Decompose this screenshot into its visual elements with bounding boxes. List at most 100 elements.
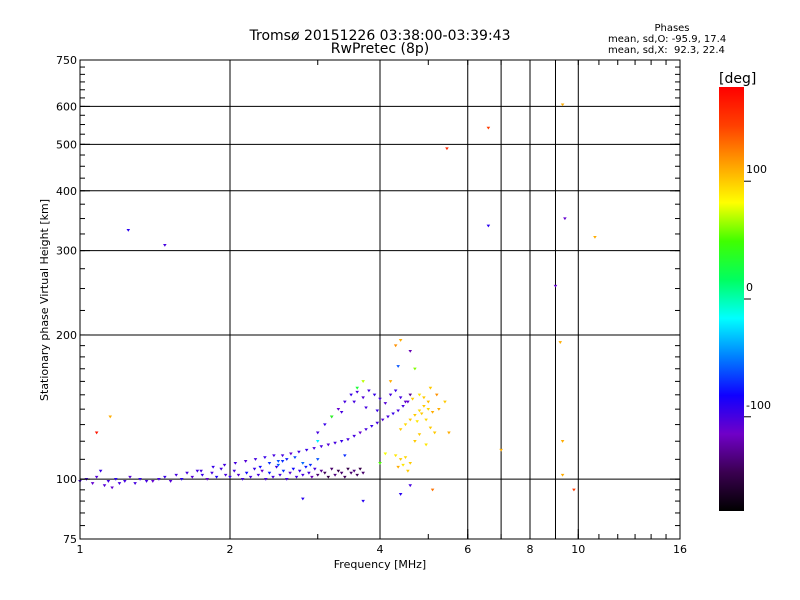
echo-point [417,433,422,437]
colorbar-label: [deg] [719,71,756,87]
echo-point [398,458,403,461]
x-tick-label: 10 [571,543,585,556]
echo-point [364,428,368,432]
echo-point [572,488,576,492]
echo-point [361,471,365,475]
echo-point [333,441,337,445]
echo-point [168,480,173,483]
echo-point [486,126,491,130]
echo-point [319,445,324,449]
y-axis: 75 100 200 300 400 500 600 750 [56,54,680,546]
echo-point [560,440,565,443]
echo-point [232,469,237,473]
echo-point [304,448,309,452]
echo-point [280,460,285,463]
echo-point [553,284,558,288]
echo-point [210,471,214,475]
echo-point [297,469,302,473]
echo-point [94,431,99,435]
echo-point [240,477,245,481]
echo-point [174,473,179,477]
echo-point [352,434,356,438]
echo-point [272,454,276,458]
phases-mean-x: mean, sd,X: 92.3, 22.4 [608,45,725,56]
echo-point [307,471,311,475]
echo-point [319,469,324,473]
echo-point [284,477,289,481]
echo-point [422,405,426,408]
echo-point [396,365,400,368]
echo-point [315,473,320,477]
echo-point [288,471,292,475]
echo-point [294,475,299,479]
echo-point [190,475,195,479]
echo-point [383,452,388,456]
echo-point [244,471,249,475]
echo-point [355,390,359,394]
echo-point [248,475,253,479]
echo-point [126,228,131,232]
y-axis-label: Stationary phase Virtual Height [km] [38,199,51,401]
echo-point [358,467,362,471]
echo-point [144,480,149,483]
echo-point [315,431,320,435]
echo-point [313,467,317,471]
y-tick-label: 300 [56,245,77,258]
echo-point [315,458,320,461]
echo-point [308,463,313,467]
echo-point [205,477,209,481]
echo-point [128,475,132,479]
points-layer [78,103,597,503]
echo-point [326,443,331,447]
echo-point [133,482,137,485]
x-tick-label: 6 [464,543,471,556]
echo-point [408,461,413,465]
x-axis-label: Frequency [MHz] [334,558,426,571]
echo-point [117,482,122,485]
echo-point [393,389,398,393]
echo-point [413,440,417,443]
echo-point [323,423,327,427]
echo-point [430,488,435,492]
echo-point [276,460,281,463]
echo-point [195,469,200,473]
echo-point [346,438,350,442]
echo-point [422,396,426,400]
echo-point [403,423,408,427]
echo-point [312,447,316,450]
y-tick-label: 400 [56,185,77,198]
echo-point [339,410,344,414]
echo-point [323,471,327,475]
echo-point [393,454,398,458]
echo-point [408,349,413,353]
echo-point [369,424,374,428]
echo-point [102,484,107,488]
echo-point [256,473,261,477]
echo-point [301,473,305,477]
echo-point [415,420,419,423]
grid-layer [80,60,680,539]
echo-point [352,400,356,404]
echo-point [398,396,403,400]
echo-point [393,344,398,348]
echo-point [355,386,359,390]
x-tick-label: 1 [77,543,84,556]
echo-point [301,497,305,501]
x-tick-label: 2 [227,543,234,556]
echo-point [267,461,272,465]
echo-point [408,418,413,422]
echo-point [200,473,205,477]
y-tick-label: 75 [63,533,77,546]
chart-title-line2: RwPretec (8p) [330,41,430,57]
phases-mean-o: mean, sd,O: -95.9, 17.4 [608,34,727,45]
echo-point [260,469,264,473]
echo-point [114,477,118,481]
echo-point [560,473,565,477]
echo-point [355,473,359,477]
echo-point [380,418,385,422]
echo-point [315,440,320,443]
echo-point [388,380,393,383]
echo-point [410,397,415,401]
echo-point [301,461,305,465]
echo-point [110,486,114,490]
